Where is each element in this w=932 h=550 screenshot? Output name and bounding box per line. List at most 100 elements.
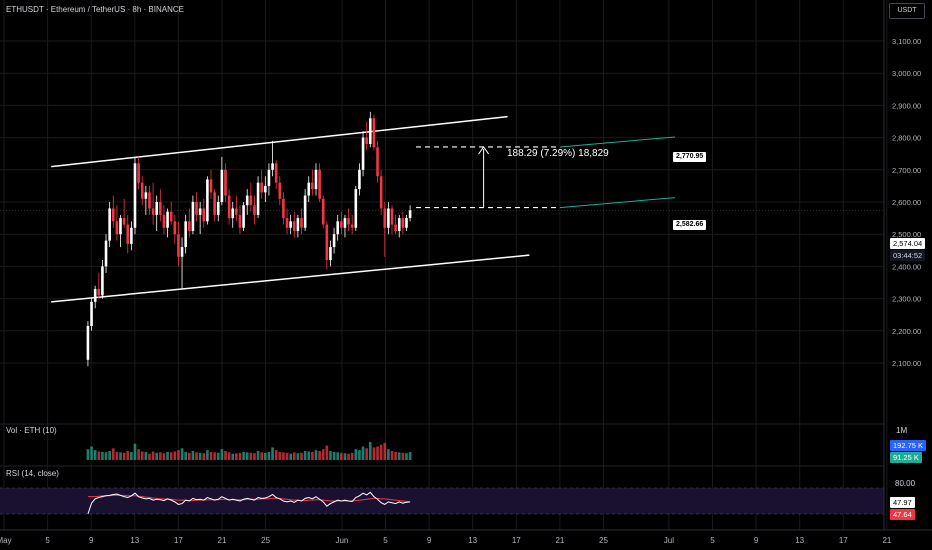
volume-bar [249, 452, 253, 460]
price-range-measure-label: 188.29 (7.29%) 18,829 [507, 148, 609, 159]
volume-bar [271, 447, 274, 460]
volume-bar [166, 451, 169, 460]
time-tick-label: May [0, 536, 12, 545]
time-tick-label: 21 [555, 536, 564, 545]
candle-body [303, 195, 307, 228]
candle-body [336, 221, 340, 235]
volume-bar [213, 452, 216, 460]
volume-bar [220, 449, 224, 460]
volume-bar [408, 451, 412, 460]
price-tick-label: 2,900.00 [892, 101, 921, 110]
candle-body [104, 240, 108, 267]
rsi-line [87, 491, 411, 515]
candle-body [119, 218, 122, 235]
time-tick-label: 13 [468, 536, 477, 545]
volume-bar [390, 451, 394, 460]
volume-bar [97, 451, 101, 460]
candle-body [140, 182, 144, 199]
candle-body [332, 234, 336, 248]
volume-bar [368, 442, 372, 460]
time-tick-label: 9 [754, 536, 759, 545]
candle-body [358, 169, 361, 190]
volume-bar [325, 445, 329, 460]
grid-lines [0, 0, 888, 530]
level-bottom-label[interactable]: 2,582.66 [673, 220, 707, 230]
measure-levels[interactable] [416, 136, 676, 209]
rsi-series [0, 487, 884, 515]
volume-bar [104, 452, 108, 460]
volume-bar [267, 451, 271, 460]
volume-bar [187, 452, 191, 460]
rsi-axis-80: 80.00 [895, 479, 916, 488]
candle-body [198, 208, 202, 215]
candle-body [408, 210, 412, 219]
candle-body [159, 202, 162, 215]
volume-bar [126, 451, 130, 460]
candle-body [253, 205, 256, 215]
volume-bar [405, 453, 408, 460]
time-tick-label: 17 [174, 536, 183, 545]
level-top-label[interactable]: 2,770.95 [673, 152, 707, 162]
candle-body [343, 218, 347, 228]
volume-bar [101, 451, 104, 460]
level-top-leader [559, 136, 676, 148]
candle-body [206, 179, 209, 222]
candle-body [321, 198, 325, 225]
currency-button[interactable]: USDT [889, 3, 925, 19]
candle-body [184, 221, 187, 248]
volume-bar [173, 451, 177, 460]
candle-body [318, 169, 321, 199]
volume-bar [397, 452, 401, 460]
candle-body [220, 169, 224, 202]
volume-bar [350, 452, 354, 460]
rsi-pane-label[interactable]: RSI (14, close) [6, 469, 59, 478]
volume-bar [282, 452, 285, 460]
candle-body [133, 163, 137, 228]
candle-body [115, 221, 119, 235]
volume-series [86, 442, 412, 460]
time-tick-label: 21 [218, 536, 227, 545]
candle-body [238, 214, 242, 228]
volume-bar [184, 451, 187, 460]
volume-bar [93, 450, 97, 460]
volume-tag: 91.25 K [890, 452, 922, 463]
candle-body [202, 208, 206, 222]
candle-body [249, 195, 253, 206]
volume-bar [300, 452, 303, 460]
volume-bar [314, 450, 318, 460]
volume-pane-label[interactable]: Vol · ETH (10) [6, 426, 57, 435]
candle-body [242, 205, 245, 228]
volume-bar [198, 452, 202, 460]
candle-body [282, 198, 285, 219]
time-tick-label: 21 [882, 536, 891, 545]
candle-body [256, 182, 260, 215]
volume-bar [137, 449, 140, 460]
candle-body [151, 208, 155, 215]
volume-bar [256, 451, 260, 460]
volume-bar [394, 451, 397, 460]
time-tick-label: 5 [710, 536, 715, 545]
volume-axis-top: 1M [896, 426, 908, 435]
volume-bar [274, 450, 278, 460]
candle-body [329, 247, 332, 260]
volume-bar [162, 453, 166, 460]
symbol-header[interactable]: ETHUSDT · Ethereum / TetherUS · 8h · BIN… [6, 5, 184, 14]
time-tick-label: 9 [89, 536, 94, 545]
candle-body [111, 208, 115, 222]
candle-body [173, 221, 177, 235]
candle-body [347, 218, 350, 225]
price-tick-label: 2,200.00 [892, 327, 921, 336]
candle-body [361, 137, 365, 170]
candle-body [97, 288, 101, 296]
candle-body [354, 189, 358, 228]
volume-bar [296, 453, 300, 460]
volume-bar [285, 452, 289, 460]
volume-bar [401, 452, 405, 460]
volume-bar [144, 451, 148, 460]
volume-bar [216, 452, 220, 460]
parallel-channel[interactable] [51, 115, 530, 303]
volume-bar [318, 451, 321, 460]
candle-body [260, 182, 263, 193]
